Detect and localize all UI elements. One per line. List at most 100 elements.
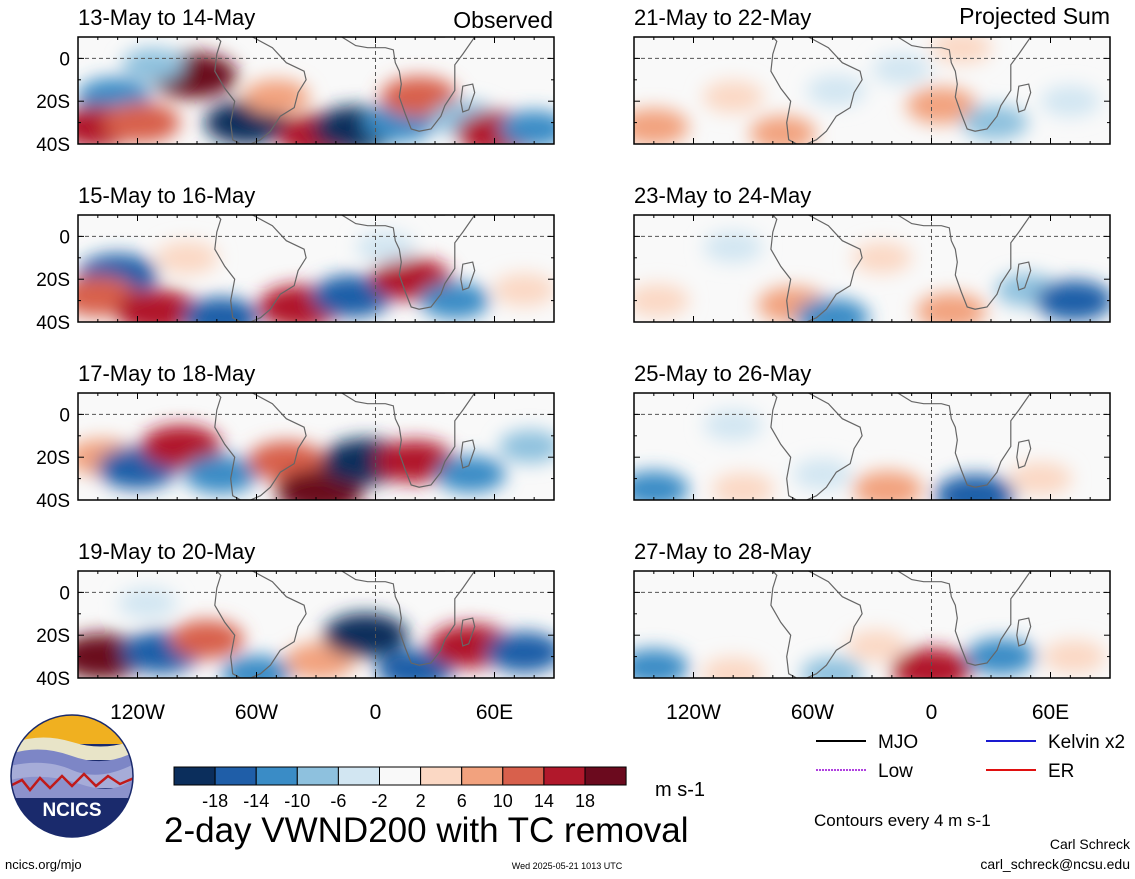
y-tick-label: 0 (59, 227, 70, 248)
coastline (340, 37, 476, 132)
field-cell (115, 289, 200, 322)
x-tick-label: 0 (370, 701, 382, 724)
colorbar-label: 18 (575, 791, 595, 811)
field-cell (702, 80, 764, 114)
colorbar-label: 2 (416, 791, 426, 811)
coastline (770, 37, 863, 144)
coastline (214, 215, 307, 322)
panel-title: 21-May to 22-May (634, 5, 811, 30)
panel-title: 17-May to 18-May (78, 361, 255, 386)
column-label-observed: Observed (453, 7, 553, 33)
colorbar-label: -2 (371, 791, 387, 811)
field-cell (1040, 85, 1100, 117)
field-cell (806, 74, 866, 107)
x-tick-label: 60W (235, 701, 278, 724)
anomaly-field (634, 630, 1106, 678)
colorbar-swatch (502, 766, 545, 786)
field-cell (916, 292, 987, 322)
legend-label: Low (878, 761, 913, 782)
colorbar-label: 10 (493, 791, 513, 811)
anomaly-field (78, 425, 554, 500)
field-cell (701, 657, 765, 678)
field-cell (934, 474, 1016, 500)
coastline (1016, 261, 1032, 291)
field-cell (800, 657, 864, 678)
logo-text: NCICS (42, 800, 101, 821)
colorbar-swatch (543, 766, 586, 786)
line-legend: MJO Kelvin x2 Low ER (816, 732, 1125, 782)
map-panel: 25-May to 26-May (633, 361, 1111, 501)
footer-timestamp: Wed 2025-05-21 1013 UTC (512, 861, 623, 871)
field-cell (1035, 280, 1110, 321)
y-tick-label: 20S (36, 626, 70, 647)
coastlines (214, 571, 476, 678)
field-cell (930, 37, 992, 64)
y-tick-label: 40S (36, 313, 70, 334)
field-cell (634, 108, 689, 144)
x-tick-label: 60E (1032, 701, 1069, 724)
map-panel: 15-May to 16-May 0 20S 40S (36, 183, 555, 334)
colorbar-swatch (420, 766, 463, 786)
field-cell (170, 620, 244, 659)
x-tick-label: 0 (926, 701, 938, 724)
field-cell (380, 76, 458, 118)
column-label-projected: Projected Sum (959, 3, 1110, 29)
colorbar-swatch (379, 766, 422, 786)
coastlines (214, 215, 476, 322)
y-tick-label: 20S (36, 448, 70, 469)
coastline (896, 393, 1032, 488)
coastline (896, 215, 1032, 310)
field-cell (485, 632, 554, 673)
panel-grid: 13-May to 14-May 0 20S 40S 15-May to 16-May 0… (36, 5, 1111, 690)
y-tick-label: 40S (36, 669, 70, 690)
x-tick-label: 120W (666, 701, 721, 724)
field-cell (117, 587, 178, 619)
y-tick-label: 40S (36, 135, 70, 156)
map-panel: 17-May to 18-May 0 20S 40S (36, 361, 555, 512)
colorbar-swatch (255, 766, 298, 786)
ncics-logo[interactable]: NCICS (10, 714, 134, 838)
colorbar-swatch (461, 766, 504, 786)
footer-site-link[interactable]: ncics.org/mjo (5, 857, 82, 872)
panel-title: 23-May to 24-May (634, 183, 811, 208)
coastline (770, 393, 863, 500)
field-cell (140, 425, 222, 468)
map-panel: 19-May to 20-May 0 20S 40S (36, 539, 555, 690)
coastlines (770, 215, 1032, 322)
field-cell (498, 429, 554, 464)
coastline (1016, 439, 1032, 469)
y-tick-label: 0 (59, 583, 70, 604)
coastline (214, 37, 307, 144)
field-cell (102, 102, 181, 143)
field-cell (499, 110, 554, 144)
anomaly-field (78, 587, 554, 678)
x-tick-label: 120W (110, 701, 165, 724)
coastline (1016, 83, 1032, 113)
panel-background (634, 571, 1110, 678)
field-cell (906, 86, 977, 124)
map-panel: 21-May to 22-May (633, 5, 1111, 145)
contour-note: Contours every 4 m s-1 (814, 811, 991, 830)
field-cell (355, 231, 416, 263)
field-cell (703, 231, 763, 263)
anomaly-field (634, 37, 1100, 144)
legend-label: MJO (878, 732, 918, 753)
colorbar-swatch (214, 766, 257, 786)
coastline (214, 393, 307, 500)
coastlines (214, 393, 476, 500)
field-cell (419, 282, 490, 320)
colorbar-label: -6 (330, 791, 346, 811)
field-cell (1042, 639, 1106, 674)
field-cell (703, 409, 763, 441)
panel-title: 19-May to 20-May (78, 539, 255, 564)
field-cell (852, 241, 912, 274)
panel-title: 13-May to 14-May (78, 5, 255, 30)
field-cell (221, 655, 292, 678)
footer-email[interactable]: carl_schreck@ncsu.edu (980, 856, 1130, 872)
panel-title: 25-May to 26-May (634, 361, 811, 386)
field-cell (1009, 461, 1072, 496)
coastline (1016, 617, 1032, 647)
coastline (214, 571, 307, 678)
field-cell (184, 454, 258, 494)
